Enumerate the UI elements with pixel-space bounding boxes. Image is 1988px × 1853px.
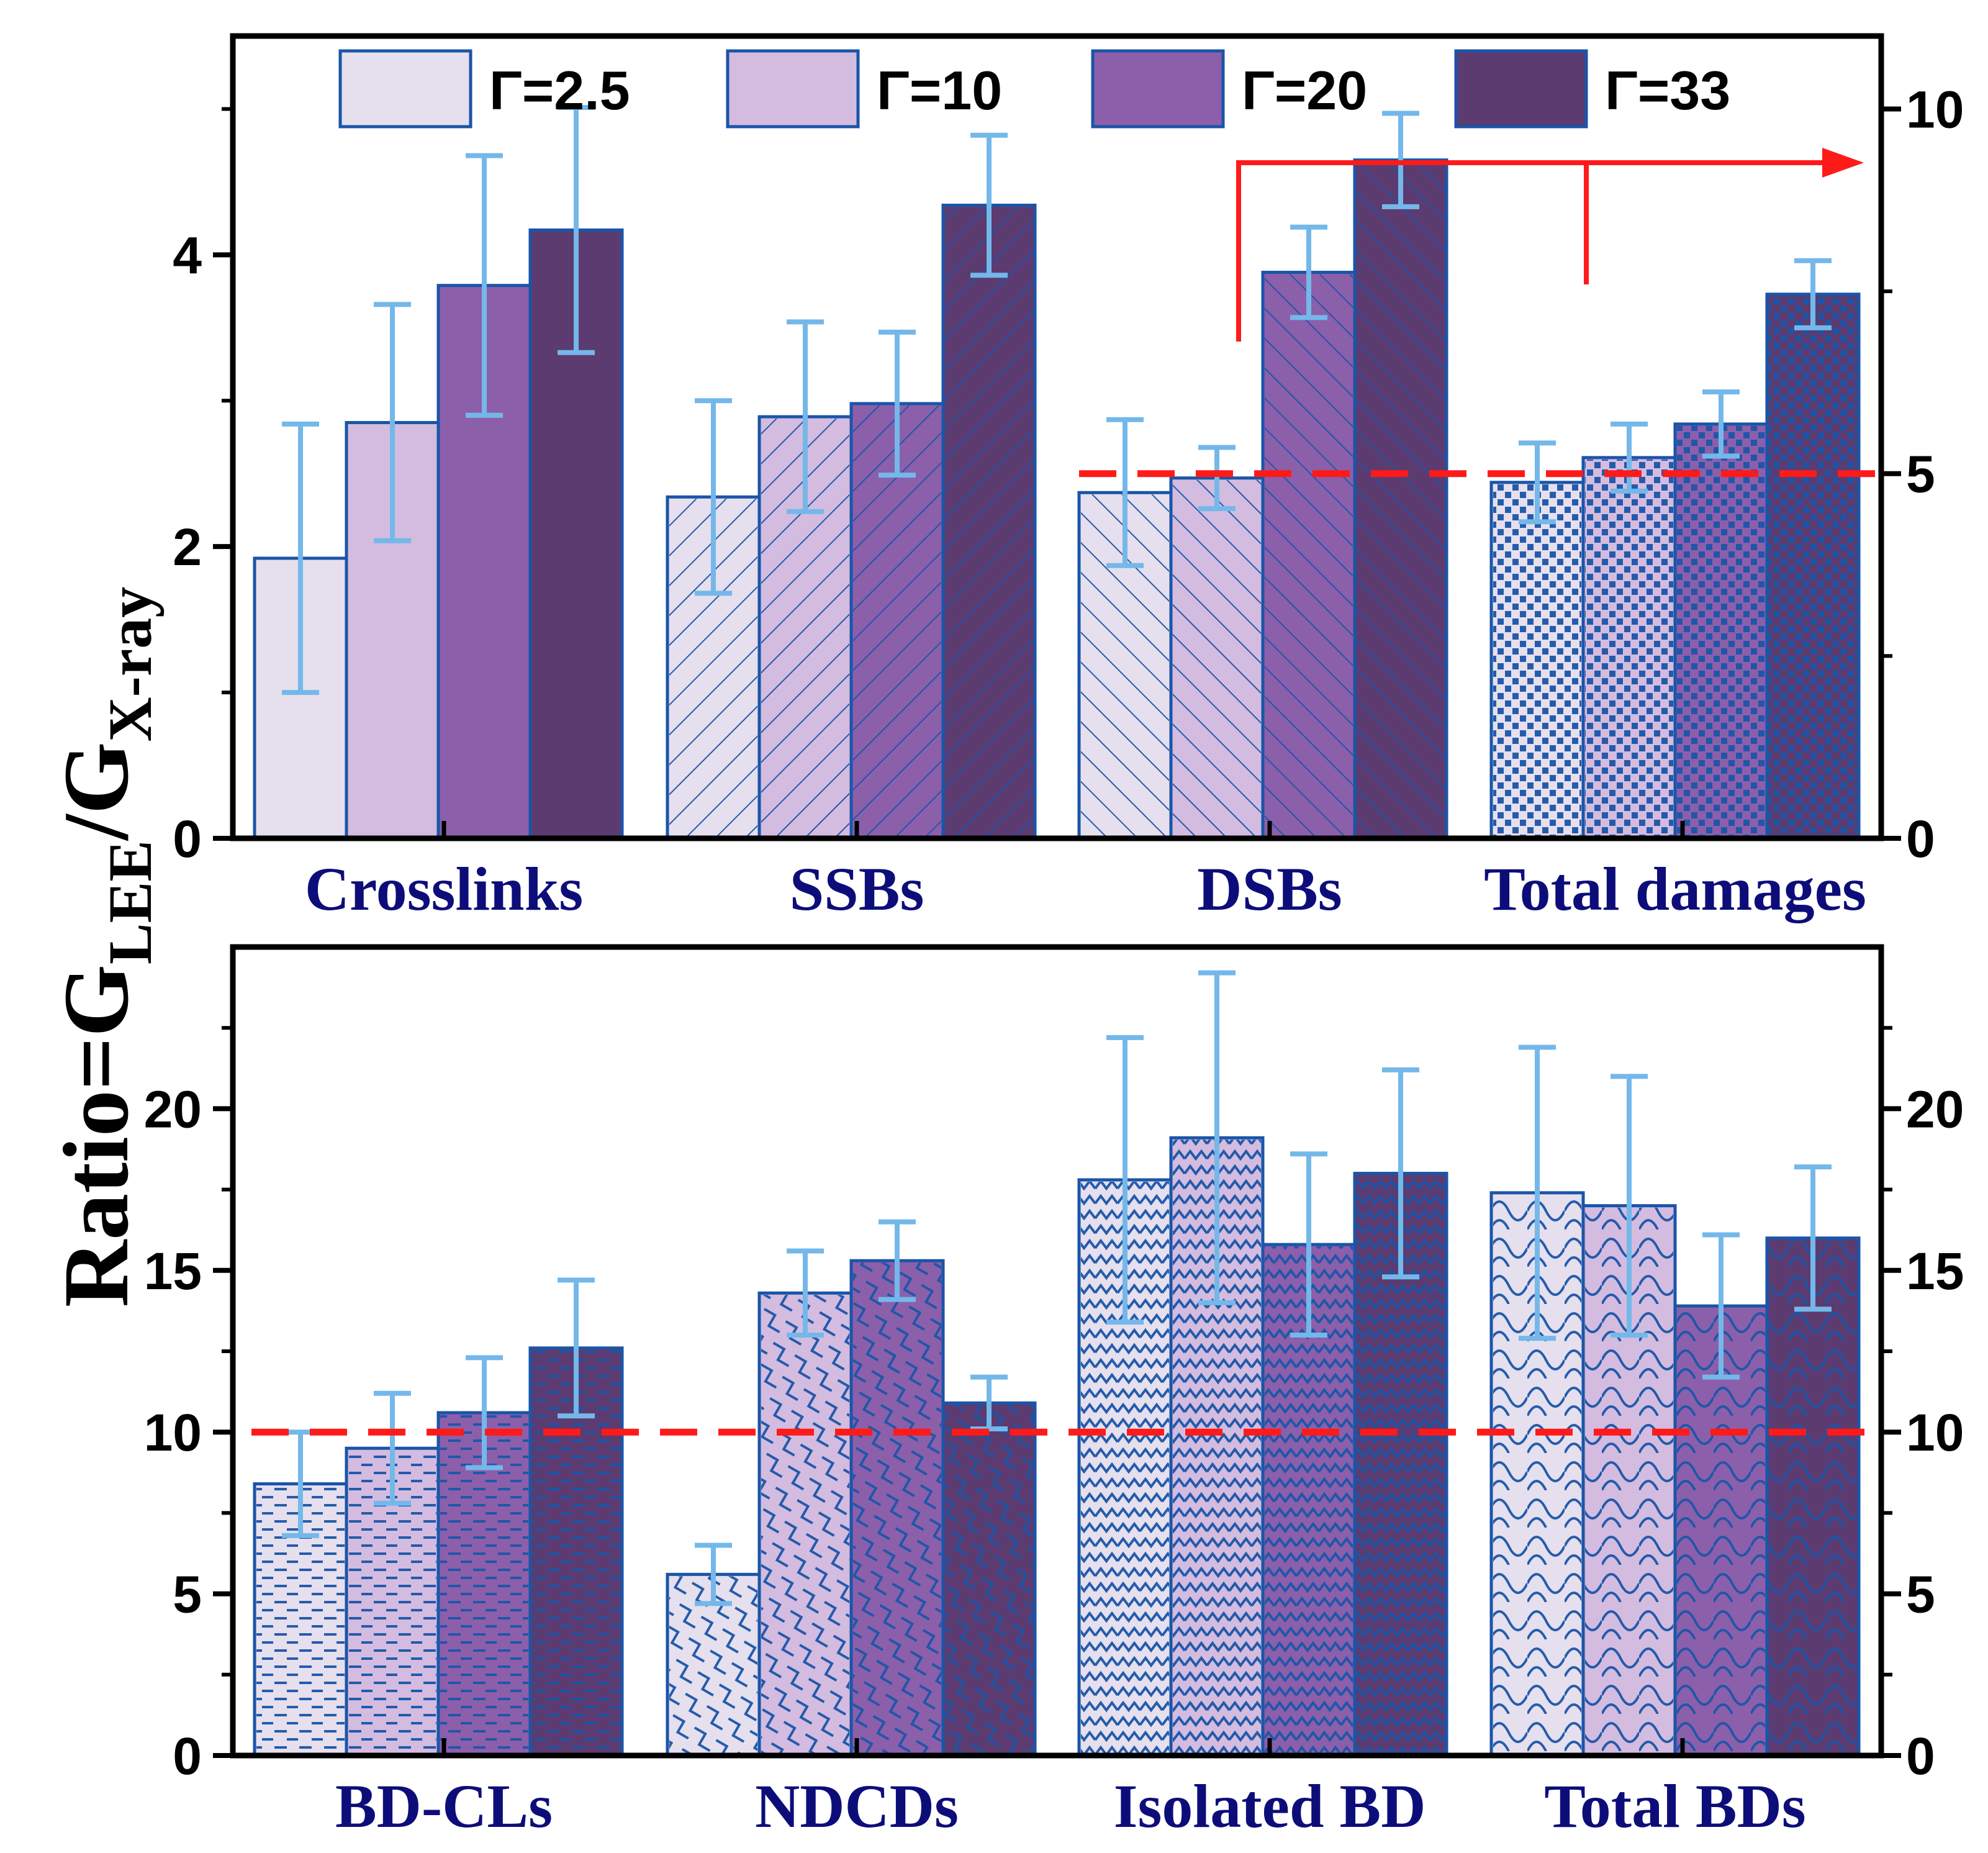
y-tick-label: 0 [173,1727,202,1785]
bar-hatch [1357,161,1445,836]
y2-tick-label: 10 [1906,80,1964,138]
y2-tick-label: 5 [1906,1565,1935,1624]
legend-label: Γ=20 [1242,60,1367,121]
bar-hatch [1173,479,1261,836]
arrowhead-icon [1822,148,1864,178]
plot-frame [230,33,1884,841]
bar-hatch [1677,1308,1765,1754]
y-tick-label: 0 [173,810,202,868]
annotation-arrow-line [1236,160,1847,342]
bar-hatch [761,1295,849,1754]
bar-hatch [440,1414,528,1754]
bar-hatch [853,1262,941,1754]
bar-hatch [945,207,1033,837]
category-label: Total BDs [1544,1772,1805,1841]
legend-label: Γ=10 [877,60,1002,121]
legend-swatch [1454,49,1588,129]
y2-tick-label: 15 [1906,1242,1964,1300]
category-label: Total damages [1484,854,1866,923]
legend-swatch [338,49,472,129]
category-label: Isolated BD [1114,1772,1426,1841]
category-label: DSBs [1197,854,1342,923]
category-label: NDCDs [755,1772,959,1841]
category-label: SSBs [790,854,924,923]
bar-hatch [1493,484,1581,836]
y-axis-title: Ratio=GLEE/GX-ray [45,587,165,1307]
y-tick-label: 2 [173,518,202,576]
y-tick-label: 10 [144,1403,202,1462]
legend-swatch [726,49,860,129]
bar-hatch [1677,425,1765,836]
y2-tick-label: 10 [1906,1403,1964,1462]
legend-swatch [1091,49,1225,129]
y-tick-label: 20 [144,1080,202,1138]
bar-hatch [945,1405,1033,1754]
legend-label: Γ=33 [1605,60,1730,121]
y2-tick-label: 5 [1906,445,1935,504]
category-label: BD-CLs [335,1772,553,1841]
bottom-panel: 0 5 10 15 20 0 5 10 15 20 BD-CLs NDCDs Isolated BD To… [144,944,1964,1841]
bar-hatch [1585,459,1673,836]
category-label: Crosslinks [305,854,583,923]
y-tick-label: 4 [173,226,202,284]
y2-tick-label: 20 [1906,1080,1964,1138]
y-tick-label: 15 [144,1242,202,1300]
top-panel: 0 2 4 0 5 10 Crosslinks SSBs DSBs Total damages [173,33,1964,923]
legend: Γ=2.5 Γ=10 Γ=20 Γ=33 [338,49,1730,129]
y2-tick-label: 0 [1906,1727,1935,1785]
bar-hatch [1265,274,1353,836]
y2-tick-label: 0 [1906,810,1935,868]
y-tick-label: 5 [173,1565,202,1624]
bar-hatch [1769,296,1857,837]
legend-label: Γ=2.5 [489,60,630,121]
bar-hatch [1769,1239,1857,1754]
